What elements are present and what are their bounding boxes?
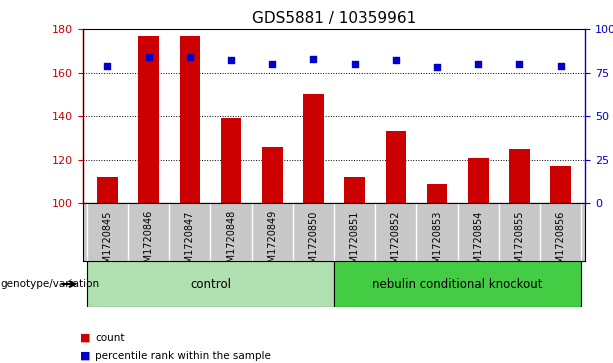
Bar — [180, 36, 200, 203]
Text: GSM1720853: GSM1720853 — [432, 210, 442, 276]
Point — [350, 61, 360, 67]
Point — [226, 57, 236, 63]
Point — [473, 61, 483, 67]
Point — [267, 61, 277, 67]
Bar — [427, 184, 447, 203]
Bar — [303, 94, 324, 203]
Text: GSM1720846: GSM1720846 — [143, 210, 154, 276]
Point — [391, 57, 401, 63]
Text: nebulin conditional knockout: nebulin conditional knockout — [373, 278, 543, 290]
Bar — [334, 261, 581, 307]
Bar — [550, 166, 571, 203]
Bar — [221, 118, 242, 203]
Text: genotype/variation: genotype/variation — [1, 279, 100, 289]
Bar — [139, 36, 159, 203]
Text: GSM1720856: GSM1720856 — [556, 210, 566, 276]
Point — [308, 56, 318, 62]
Text: GSM1720854: GSM1720854 — [473, 210, 483, 276]
Title: GDS5881 / 10359961: GDS5881 / 10359961 — [252, 12, 416, 26]
Text: GSM1720847: GSM1720847 — [185, 210, 195, 276]
Text: GSM1720851: GSM1720851 — [349, 210, 360, 276]
Text: GSM1720855: GSM1720855 — [514, 210, 525, 276]
Text: ■: ■ — [80, 333, 90, 343]
Text: control: control — [190, 278, 231, 290]
Text: percentile rank within the sample: percentile rank within the sample — [95, 351, 271, 361]
Point — [144, 54, 154, 60]
Text: count: count — [95, 333, 124, 343]
Text: ■: ■ — [80, 351, 90, 361]
Point — [556, 63, 566, 69]
Text: GSM1720849: GSM1720849 — [267, 210, 277, 276]
Bar — [87, 261, 334, 307]
Text: GSM1720845: GSM1720845 — [102, 210, 112, 276]
Point — [432, 65, 442, 70]
Bar — [468, 158, 489, 203]
Text: GSM1720850: GSM1720850 — [308, 210, 319, 276]
Bar — [345, 177, 365, 203]
Bar — [386, 131, 406, 203]
Text: GSM1720848: GSM1720848 — [226, 210, 236, 276]
Bar — [97, 177, 118, 203]
Text: GSM1720852: GSM1720852 — [391, 210, 401, 276]
Point — [102, 63, 112, 69]
Bar — [509, 149, 530, 203]
Point — [514, 61, 524, 67]
Point — [185, 54, 195, 60]
Bar — [262, 147, 283, 203]
